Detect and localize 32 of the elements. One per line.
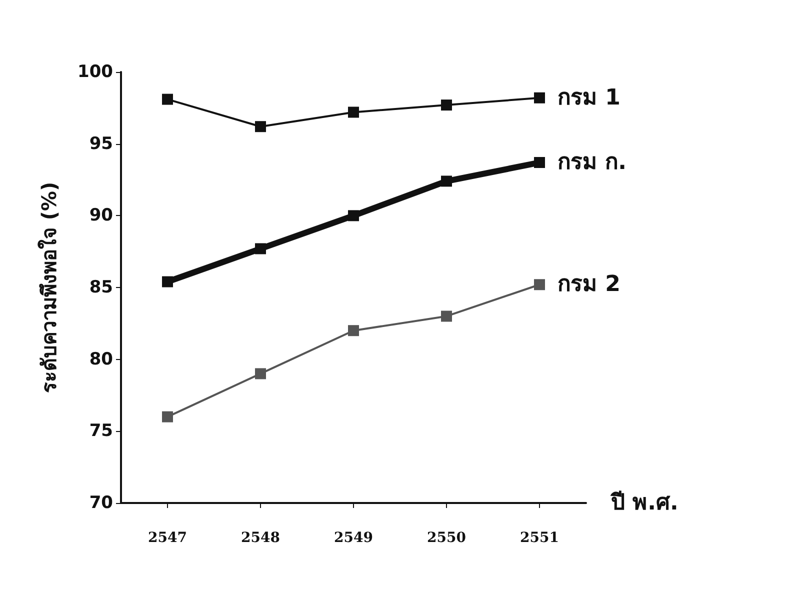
series-label: กรม 1 [558, 85, 620, 110]
point [534, 157, 545, 168]
x-tick-label: 2548 [241, 530, 280, 546]
point [162, 276, 173, 288]
x-axis-title: ปี พ.ศ. [610, 490, 678, 516]
y-tick-label: 80 [89, 349, 114, 370]
point [162, 411, 173, 422]
y-tick-label: 90 [89, 206, 114, 226]
point [348, 325, 359, 336]
x-tick-label: 2551 [520, 530, 559, 546]
series-label: กรม 2 [558, 272, 620, 298]
point [534, 92, 545, 104]
y-tick-label: 70 [89, 493, 114, 513]
point [255, 243, 266, 254]
point [255, 368, 266, 380]
point [441, 176, 452, 187]
point [534, 279, 545, 290]
x-tick-label: 2550 [427, 530, 466, 546]
y-tick-label: 75 [89, 421, 113, 442]
point [255, 121, 266, 132]
y-tick-label: 95 [89, 134, 113, 154]
point [348, 106, 359, 118]
series-label: กรม ก. [558, 150, 627, 176]
y-axis-title: ระดับความพึงพอใจ (%) [37, 182, 61, 394]
x-tick-label: 2549 [334, 530, 373, 546]
point [441, 310, 452, 322]
x-tick-label: 2547 [148, 530, 187, 546]
y-tick-label: 85 [89, 278, 113, 298]
y-tick-label: 100 [78, 62, 114, 82]
point [162, 94, 173, 105]
point [348, 210, 359, 222]
point [441, 100, 452, 111]
